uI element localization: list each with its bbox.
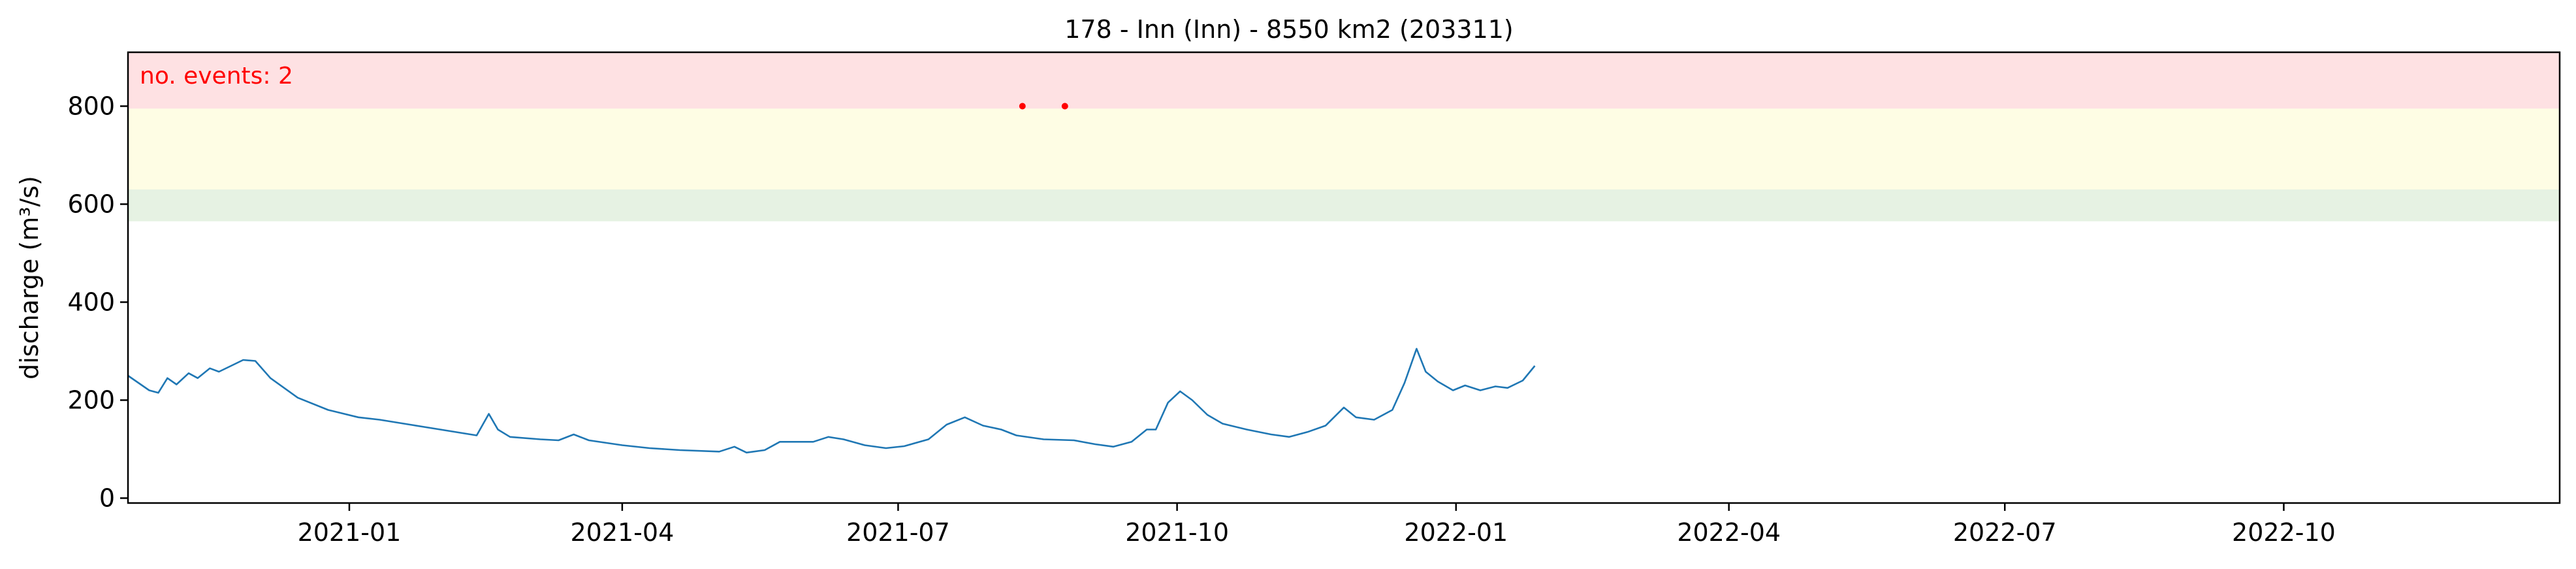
- x-tick-label-2021-04: 2021-04: [570, 518, 674, 547]
- threshold-band-2: [128, 52, 2560, 109]
- y-tick-label-400: 400: [67, 288, 115, 317]
- events-annotation: no. events: 2: [140, 63, 293, 89]
- x-tick-label-2021-07: 2021-07: [846, 518, 950, 547]
- threshold-bands: [128, 52, 2560, 221]
- event-marker-0: [1019, 103, 1026, 110]
- series-layer: [127, 348, 1536, 454]
- x-tick-label-2022-04: 2022-04: [1677, 518, 1781, 547]
- y-tick-label-0: 0: [99, 484, 115, 513]
- x-tick-label-2021-10: 2021-10: [1125, 518, 1229, 547]
- y-axis: 0 200 400 600 800: [67, 92, 128, 513]
- x-tick-label-2022-01: 2022-01: [1404, 518, 1508, 547]
- x-axis: 2021-01 2021-04 2021-07 2021-10 2022-01 2022-…: [298, 503, 2336, 547]
- chart-title: 178 - Inn (Inn) - 8550 km2 (203311): [1064, 15, 1514, 44]
- y-axis-label: discharge (m³/s): [15, 176, 44, 380]
- event-marker-1: [1061, 103, 1068, 110]
- x-tick-label-2021-01: 2021-01: [298, 518, 402, 547]
- x-tick-label-2022-07: 2022-07: [1953, 518, 2057, 547]
- threshold-band-1: [128, 108, 2560, 189]
- y-tick-label-600: 600: [67, 190, 115, 219]
- threshold-band-0: [128, 189, 2560, 221]
- y-tick-label-800: 800: [67, 92, 115, 121]
- plot-frame: [127, 51, 2561, 504]
- event-markers: [1019, 103, 1068, 110]
- series-line-0: [127, 348, 1536, 454]
- y-tick-label-200: 200: [67, 386, 115, 415]
- x-tick-label-2022-10: 2022-10: [2232, 518, 2336, 547]
